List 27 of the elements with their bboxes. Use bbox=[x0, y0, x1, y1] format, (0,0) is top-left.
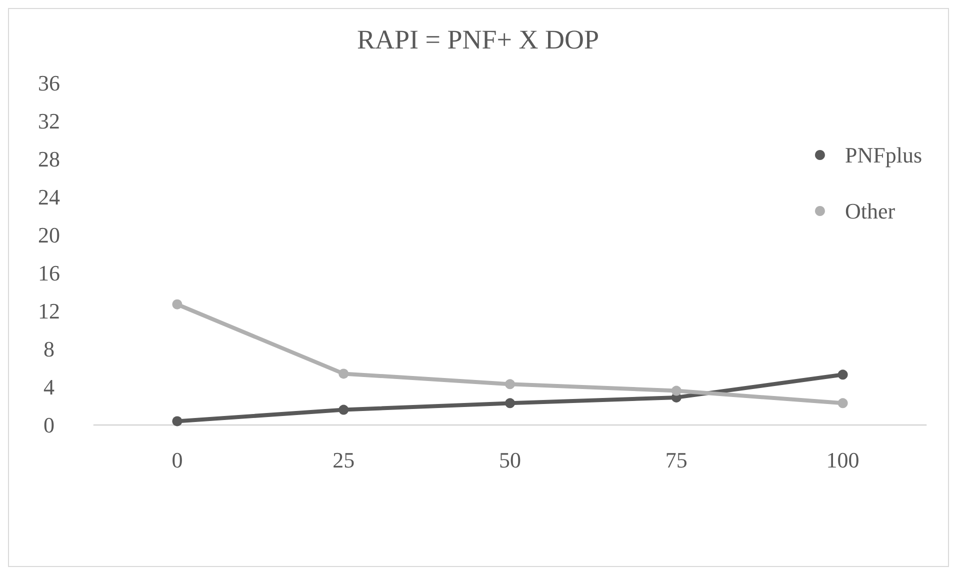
y-tick-label: 0 bbox=[44, 412, 54, 438]
x-tick-label: 100 bbox=[826, 448, 860, 472]
y-tick-label: 36 bbox=[38, 70, 60, 96]
point bbox=[338, 368, 349, 379]
x-tick-label: 75 bbox=[665, 448, 688, 472]
point bbox=[505, 379, 515, 390]
point bbox=[505, 398, 515, 408]
x-tick-label: 25 bbox=[332, 448, 355, 472]
point bbox=[671, 386, 682, 396]
y-tick-label: 24 bbox=[38, 184, 60, 210]
y-tick-label: 28 bbox=[38, 146, 60, 172]
legend-label: Other bbox=[844, 198, 896, 224]
y-tick-label: 20 bbox=[38, 222, 60, 248]
point bbox=[338, 404, 349, 415]
y-tick-label: 16 bbox=[38, 260, 60, 286]
y-tick-label: 32 bbox=[38, 108, 60, 134]
point bbox=[172, 416, 182, 426]
y-tick-label: 4 bbox=[44, 374, 54, 400]
x-tick-label: 0 bbox=[172, 448, 183, 472]
y-tick-label: 12 bbox=[38, 298, 60, 324]
point bbox=[172, 299, 182, 310]
x-tick-label: 50 bbox=[499, 448, 521, 472]
chart-title: RAPI = PNF+ X DOP bbox=[356, 24, 600, 54]
legend-label: PNFplus bbox=[844, 142, 922, 168]
y-tick-label: 8 bbox=[44, 336, 54, 362]
point bbox=[838, 398, 848, 408]
point bbox=[838, 370, 848, 380]
